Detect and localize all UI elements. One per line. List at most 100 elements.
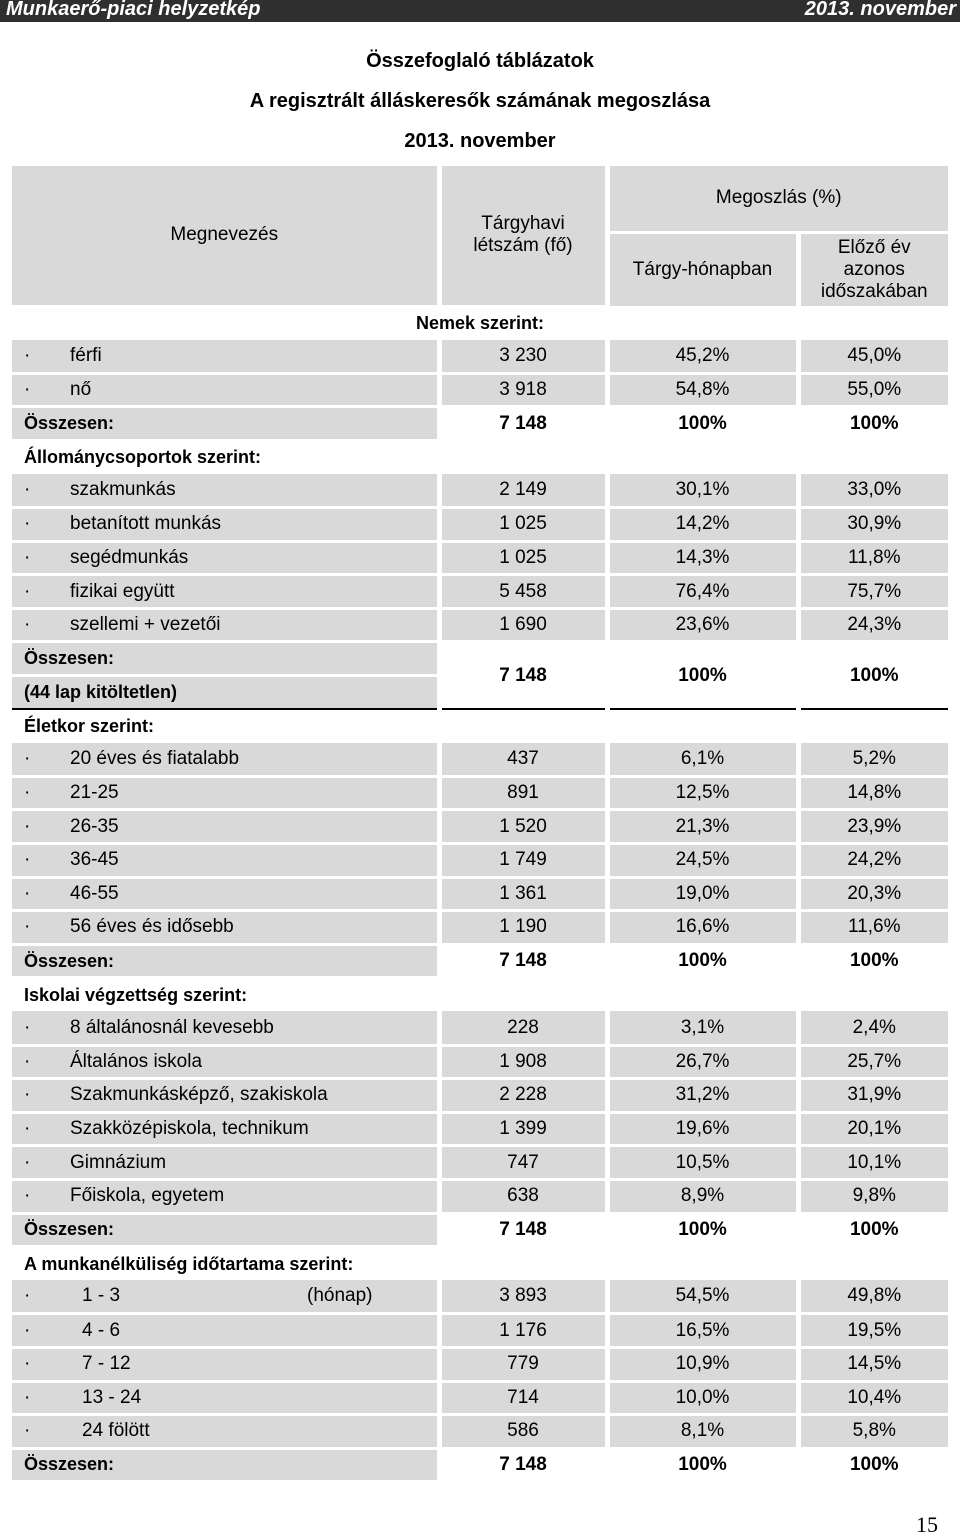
col-header-share-prev-text: Előző év azonos időszakában [820, 236, 928, 302]
section-title-gender: Nemek szerint: [415, 313, 545, 334]
edu-row-count: 228 [436, 1011, 607, 1047]
bullet-icon: · [24, 1016, 31, 1038]
edu-row-count: 638 [436, 1179, 607, 1215]
edu-row-cur: 19,6% [604, 1112, 798, 1148]
section-title-group: Állománycsoportok szerint: [12, 439, 948, 474]
age-row-prev: 14,8% [795, 776, 948, 812]
group-total-label: Összesen: [12, 641, 439, 678]
age-row-label: · 56 éves és idősebb [12, 910, 439, 946]
table-row: · szellemi + vezetői 1 690 23,6% 24,3% [12, 608, 948, 644]
row-label-text: 13 - 24 [82, 1386, 142, 1408]
gender-total-count: 7 148 [436, 406, 607, 442]
edu-row-prev: 20,1% [795, 1112, 948, 1148]
edu-row-prev: 9,8% [795, 1179, 948, 1215]
row-label-text: szakmunkás [70, 479, 176, 501]
age-row-cur: 16,6% [604, 910, 798, 946]
edu-total-label: Összesen: [12, 1213, 439, 1249]
age-row-count: 1 749 [436, 843, 607, 879]
gender-row-label: · férfi [12, 339, 439, 375]
edu-row-cur: 26,7% [604, 1045, 798, 1081]
group-row-count: 1 690 [436, 608, 607, 644]
sub-title: A regisztrált álláskeresők számának mego… [249, 90, 711, 112]
row-label-text: szellemi + vezetői [70, 614, 221, 636]
group-total-note: (44 lap kitöltetlen) [12, 675, 439, 710]
duration-row-count: 1 176 [436, 1313, 607, 1349]
gender-row-prev: 55,0% [795, 373, 948, 409]
edu-row-count: 1 399 [436, 1112, 607, 1148]
duration-row-cur: 10,9% [604, 1347, 798, 1383]
table-row: · 56 éves és idősebb 1 190 16,6% 11,6% [12, 910, 948, 946]
bullet-icon: · [24, 378, 31, 400]
bullet-icon: · [24, 747, 31, 769]
table-row: · betanított munkás 1 025 14,2% 30,9% [12, 507, 948, 543]
table-row: · 21-25 891 12,5% 14,8% [12, 776, 948, 812]
bullet-icon: · [24, 1319, 31, 1341]
duration-unit-label: (hónap) [307, 1285, 373, 1307]
edu-row-label: · Főiskola, egyetem [12, 1179, 439, 1215]
gender-row-count: 3 918 [436, 373, 607, 409]
table-row: · 36-45 1 749 24,5% 24,2% [12, 843, 948, 879]
bullet-icon: · [24, 916, 31, 938]
edu-row-cur: 8,9% [604, 1179, 798, 1215]
bullet-icon: · [24, 1285, 31, 1307]
row-label-text: Gimnázium [70, 1151, 167, 1173]
age-row-count: 437 [436, 742, 607, 778]
edu-total-count: 7 148 [436, 1213, 607, 1249]
group-row-cur: 23,6% [604, 608, 798, 644]
gender-total-label: Összesen: [12, 406, 439, 442]
table-row: · 20 éves és fiatalabb 437 6,1% 5,2% [12, 742, 948, 778]
edu-row-label: · Gimnázium [12, 1145, 439, 1181]
group-row-label: · szakmunkás [12, 473, 439, 510]
row-label-text: 26-35 [70, 815, 119, 837]
edu-total-cur: 100% [604, 1213, 798, 1249]
age-total-cur: 100% [604, 944, 798, 980]
edu-row-count: 747 [436, 1145, 607, 1181]
table-row: · segédmunkás 1 025 14,3% 11,8% [12, 541, 948, 577]
group-total-cur: 100% [604, 641, 798, 710]
group-row-prev: 30,9% [795, 507, 948, 543]
table-row: · 13 - 24 714 10,0% 10,4% [12, 1381, 948, 1417]
group-row-count: 1 025 [436, 541, 607, 577]
edu-row-label: · Általános iskola [12, 1045, 439, 1081]
duration-row-label: · 4 - 6 [12, 1313, 439, 1349]
duration-total-cur: 100% [604, 1448, 798, 1484]
edu-row-label: · Szakmunkásképző, szakiskola [12, 1078, 439, 1114]
age-row-cur: 19,0% [604, 877, 798, 913]
age-row-count: 1 361 [436, 877, 607, 913]
table-row: · 8 általánosnál kevesebb 228 3,1% 2,4% [12, 1011, 948, 1047]
page-header-bar: Munkaerő-piaci helyzetkép 2013. november [0, 0, 960, 22]
section-age: · 20 éves és fiatalabb 437 6,1% 5,2% · 21-25 89… [12, 742, 948, 980]
row-label-text: 46-55 [70, 882, 119, 904]
duration-row-label: · 7 - 12 [12, 1347, 439, 1383]
group-row-count: 2 149 [436, 473, 607, 510]
col-header-share-prev: Előző év azonos időszakában [795, 232, 948, 306]
edu-row-prev: 2,4% [795, 1011, 948, 1047]
duration-row-prev: 49,8% [795, 1280, 948, 1316]
total-row: Összesen: 7 148 100% 100% [12, 1448, 948, 1484]
bullet-icon: · [24, 849, 31, 871]
age-row-count: 1 190 [436, 910, 607, 946]
age-row-cur: 12,5% [604, 776, 798, 812]
duration-row-cur: 54,5% [604, 1280, 798, 1316]
duration-row-cur: 16,5% [604, 1313, 798, 1349]
gender-total-prev: 100% [795, 406, 948, 442]
table-row: · Szakmunkásképző, szakiskola 2 228 31,2% 31… [12, 1078, 948, 1114]
duration-row-count: 714 [436, 1381, 607, 1417]
col-header-count-text: Tárgyhavi létszám (fő) [473, 213, 573, 257]
table-row: · 1 - 3 (hónap) 3 893 54,5% 49,8% [12, 1280, 948, 1316]
row-label-text: segédmunkás [70, 546, 189, 568]
group-row-cur: 30,1% [604, 473, 798, 510]
header-right-date: 2013. november [804, 0, 956, 20]
bullet-icon: · [24, 1050, 31, 1072]
row-label-text: Főiskola, egyetem [70, 1185, 225, 1207]
total-row: Összesen: 7 148 100% 100% [12, 1213, 948, 1249]
table-row: · Főiskola, egyetem 638 8,9% 9,8% [12, 1179, 948, 1215]
bullet-icon: · [24, 1118, 31, 1140]
duration-row-count: 779 [436, 1347, 607, 1383]
duration-row-cur: 10,0% [604, 1381, 798, 1417]
group-row-prev: 33,0% [795, 473, 948, 510]
section-title-age: Életkor szerint: [12, 708, 948, 743]
bullet-icon: · [24, 1386, 31, 1408]
table-row: · Szakközépiskola, technikum 1 399 19,6% 20,… [12, 1112, 948, 1148]
row-label-text: Szakmunkásképző, szakiskola [70, 1084, 328, 1106]
